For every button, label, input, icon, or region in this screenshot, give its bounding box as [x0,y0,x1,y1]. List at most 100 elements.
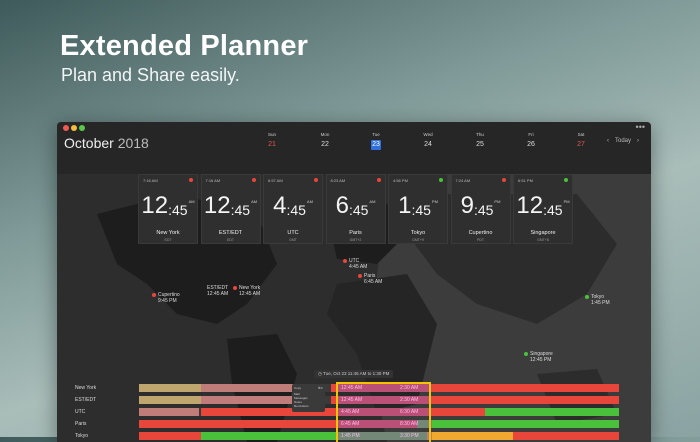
selection-end: 6:30 AM [400,409,419,415]
clock-time: 1:45 PM [398,192,438,219]
selection-end: 2:30 AM [400,385,419,391]
clock-hour: 12 [141,192,169,219]
clock-card[interactable]: 4:56 PM 1:45 PM Tokyo GMT+9 [388,174,448,244]
time-segment [427,432,514,440]
clock-card[interactable]: 8:23 AM 6:45 AM Paris GMT+2 [325,174,386,244]
status-dot [439,178,443,182]
day-name: Mon [320,132,330,137]
time-segment [139,420,418,428]
clock-time: 6:45 AM [335,192,376,219]
day-date: 23 [371,140,381,150]
timeline-track[interactable] [139,408,619,416]
status-dot [501,178,506,182]
share-item-copy[interactable]: Copy ⌘C [294,386,323,390]
selection-start: 4:45 AM [341,409,360,415]
timezone: GMT+9 [412,238,424,242]
timeline-track[interactable] [139,420,619,428]
day-name: Thu [476,132,484,137]
prev-button[interactable]: ‹ [607,138,609,144]
clock-card[interactable]: 7:16 AM 12:45 AM EST/EDT EDT [200,174,261,244]
time-selection[interactable] [336,382,431,442]
clock-time: 12:45 AM [141,192,195,219]
clock-hour: 12 [203,192,231,219]
ampm: PM [494,199,501,204]
day-thu[interactable]: Thu 25 [470,132,490,150]
share-item-notes[interactable]: Notes [294,400,302,404]
day-name: Sat [577,132,585,137]
row-label: Paris [75,421,87,427]
status-dot [564,178,568,182]
timeline-track[interactable] [139,396,619,404]
zoom-button[interactable] [79,125,85,131]
local-time: 7:16 AM [143,178,158,183]
time-segment [139,432,202,440]
day-tue[interactable]: Tue 23 [366,132,386,150]
selection-end: 2:30 AM [400,397,419,403]
selection-start: 12:45 AM [341,385,363,391]
map-pin[interactable]: Tokyo 1:45 PM [585,294,610,306]
day-date: 25 [476,141,484,148]
day-date: 26 [527,141,535,148]
map-pin[interactable]: EST/EDT 12:45 AM [207,285,229,297]
clock-card[interactable]: 7:16 AM 12:45 AM New York EDT [138,174,198,244]
share-item-mail[interactable]: Mail [294,392,300,396]
ampm: AM [188,199,195,204]
local-time: 7:24 AM [455,178,471,183]
local-time: 6:57 AM [268,178,283,183]
clock-minutes: 45 [234,202,251,218]
map-pin[interactable]: Singapore 12:45 PM [524,351,553,363]
next-button[interactable]: › [637,138,640,144]
day-fri[interactable]: Fri 26 [521,132,541,150]
city-name: New York [156,230,180,236]
selection-fill [335,420,432,428]
pin-dot [524,352,528,356]
clock-hour: 12 [516,192,544,219]
day-sat[interactable]: Sat 27 [571,132,591,150]
clock-minutes: 45 [477,202,494,218]
clock-time: 4:45 AM [273,192,313,219]
timezone: GMT+8 [537,238,549,242]
clock-card[interactable]: 7:24 AM 9:45 PM Cupertino PDT [450,174,511,244]
time-segment [331,384,619,392]
clock-minutes: 45 [352,202,369,218]
time-segment [139,384,202,392]
map-pin[interactable]: Paris 6:45 AM [358,273,382,285]
share-item-reminders[interactable]: Reminders [294,404,309,408]
row-label: UTC [75,409,86,415]
pin-dot [343,259,347,263]
close-button[interactable] [63,125,69,131]
status-dot [376,178,381,182]
clock-minutes: 45 [415,202,431,218]
day-sun[interactable]: Sun 21 [262,132,282,150]
map-pin[interactable]: UTC 4:45 AM [343,258,367,270]
time-segment [513,432,619,440]
clock-time: 12:45 AM [203,192,258,219]
minimize-button[interactable] [71,125,77,131]
time-segment [139,396,202,404]
clock-minutes: 45 [547,202,563,218]
selection-start: 6:45 AM [341,421,360,427]
status-dot [314,178,318,182]
timeline-track[interactable] [139,432,619,440]
ampm: PM [431,199,438,204]
selection-end: 3:30 PM [400,433,419,439]
hero-subtitle: Plan and Share easily. [61,65,240,85]
pin-dot [358,274,362,278]
date-nav: ‹ Today › [607,138,639,144]
selection-fill [335,396,432,404]
day-wed[interactable]: Wed 24 [418,132,438,150]
share-item-messages[interactable]: Messages [294,396,308,400]
today-button[interactable]: Today [615,138,632,144]
clock-card[interactable]: 6:57 AM 4:45 AM UTC GMT [263,174,323,244]
timeline-track[interactable] [139,384,619,392]
map-pin[interactable]: New York 12:45 AM [233,285,260,297]
row-label: New York [75,385,97,391]
map-pin[interactable]: Cupertino 9:45 PM [152,292,180,304]
clock-card[interactable]: 6:51 PM 12:45 PM Singapore GMT+8 [513,174,573,244]
more-button[interactable]: ••• [635,122,645,132]
time-segment [139,408,199,416]
selection-fill [335,408,432,416]
day-mon[interactable]: Mon 22 [315,132,335,150]
pin-dot [585,295,589,299]
status-dot [189,178,193,182]
